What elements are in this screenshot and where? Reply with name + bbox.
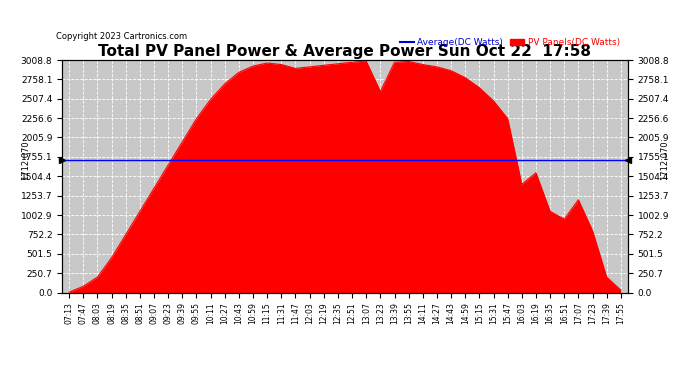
Text: Copyright 2023 Cartronics.com: Copyright 2023 Cartronics.com <box>57 32 188 41</box>
Title: Total PV Panel Power & Average Power Sun Oct 22  17:58: Total PV Panel Power & Average Power Sun… <box>99 44 591 59</box>
Legend: Average(DC Watts), PV Panels(DC Watts): Average(DC Watts), PV Panels(DC Watts) <box>397 34 623 51</box>
Text: 1712.070: 1712.070 <box>21 140 30 180</box>
Text: 1712.070: 1712.070 <box>660 140 669 180</box>
